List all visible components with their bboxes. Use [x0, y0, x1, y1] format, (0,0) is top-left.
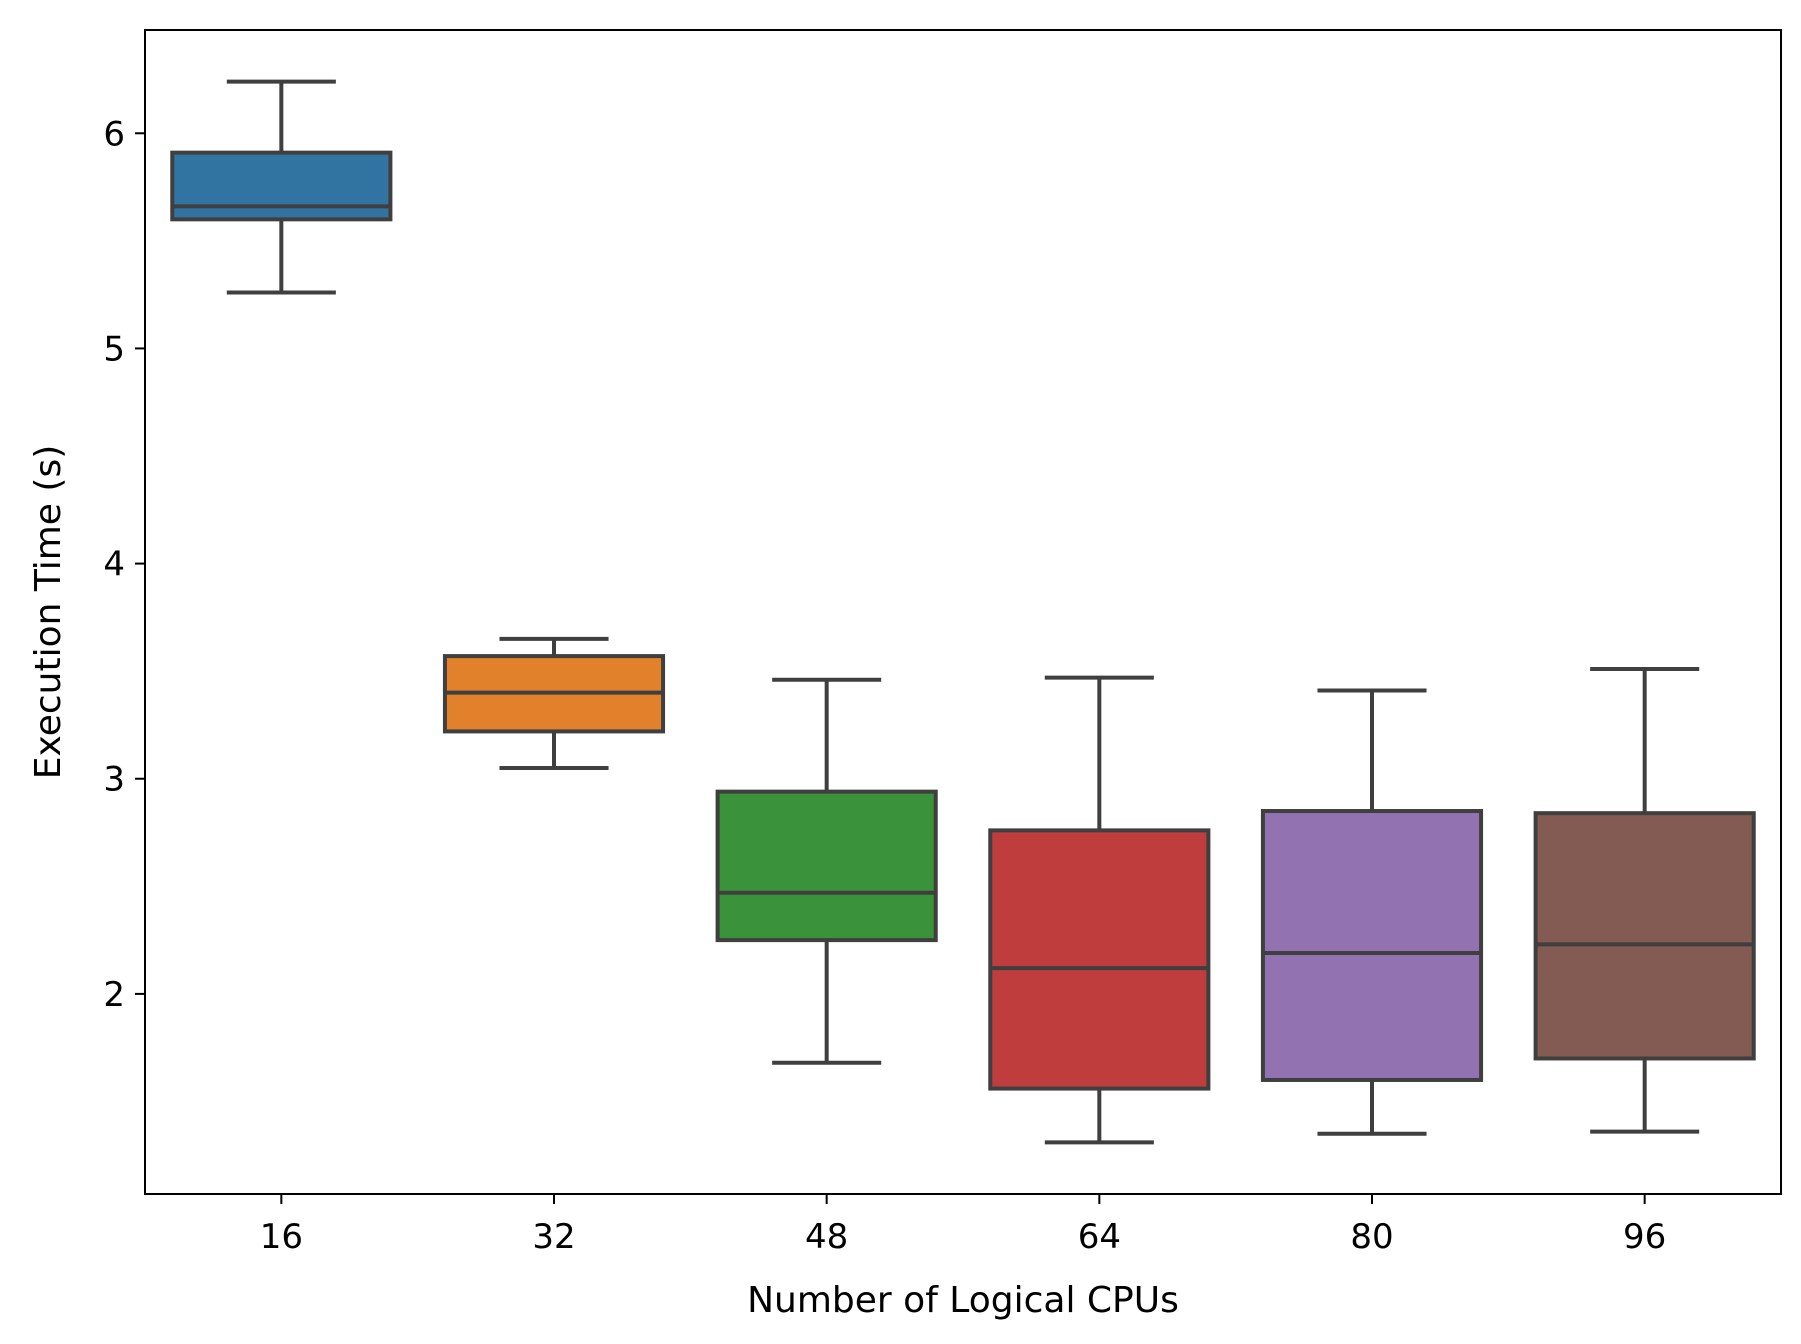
box-32 [442, 636, 666, 770]
x-tick-label: 64 [1078, 1217, 1121, 1257]
x-axis: 16 32 48 64 80 96 [260, 1194, 1666, 1257]
y-tick-label: 6 [103, 114, 125, 154]
box-96 [1533, 667, 1756, 1134]
boxes-layer [170, 79, 1756, 1145]
x-tick-label: 32 [532, 1217, 575, 1257]
iqr-box [715, 789, 938, 943]
box-80 [1260, 688, 1484, 1136]
box-48 [715, 677, 938, 1065]
y-tick-label: 3 [103, 760, 125, 800]
y-tick-label: 5 [103, 329, 125, 369]
y-axis: 2 3 4 5 6 [103, 114, 145, 1015]
box-16 [170, 79, 393, 295]
iqr-box [1260, 809, 1484, 1082]
iqr-box [170, 150, 393, 222]
x-tick-label: 80 [1350, 1217, 1393, 1257]
x-axis-title: Number of Logical CPUs [747, 1280, 1179, 1321]
x-tick-label: 16 [260, 1217, 303, 1257]
x-tick-label: 96 [1623, 1217, 1666, 1257]
y-axis-title: Execution Time (s) [28, 445, 69, 780]
box-64 [988, 675, 1211, 1145]
x-tick-label: 48 [805, 1217, 848, 1257]
plot-frame [144, 29, 1782, 1195]
y-tick-label: 4 [103, 545, 125, 585]
iqr-box [988, 828, 1211, 1091]
y-tick-label: 2 [103, 975, 125, 1015]
iqr-box [1533, 811, 1756, 1061]
